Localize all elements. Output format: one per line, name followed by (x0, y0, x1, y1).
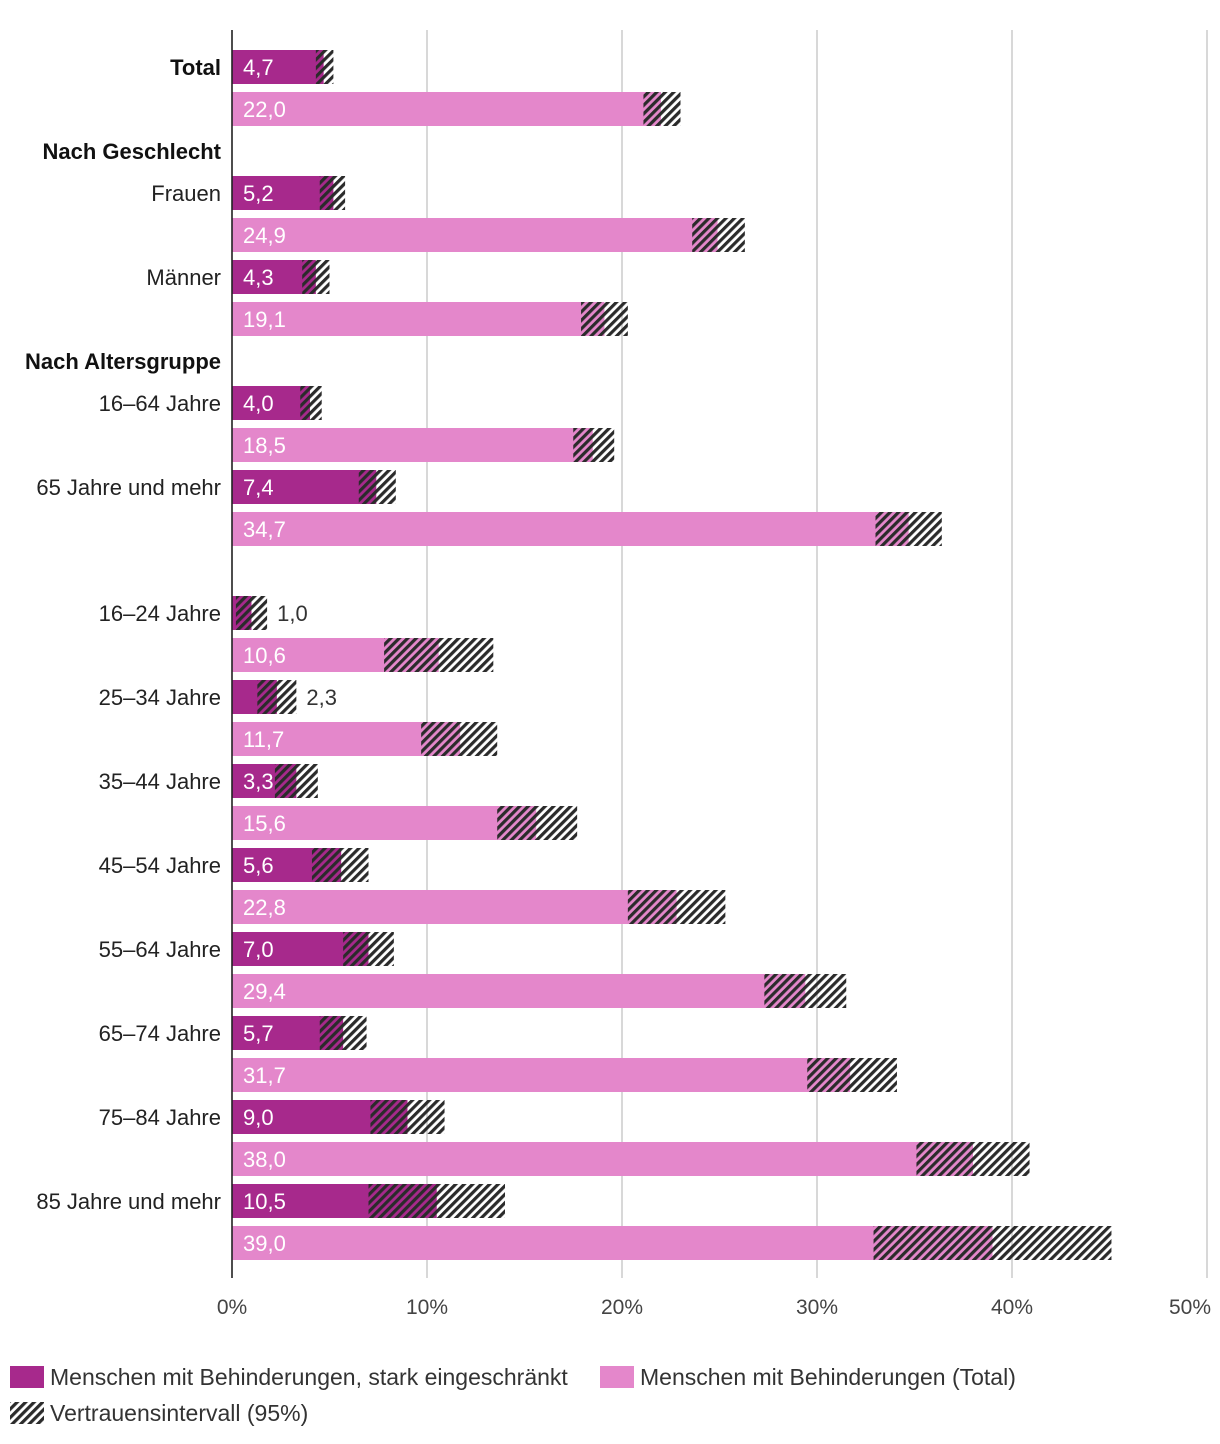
bar-total-75-84-jahre (232, 1142, 973, 1176)
value-label-total-16-24-jahre: 10,6 (243, 643, 286, 668)
bar-total-85-jahre-und-mehr (232, 1226, 993, 1260)
ci-hatch-total-16-24-jahre (384, 638, 494, 672)
ci-hatch-stark-eingeschraenkt-75-84-jahre (370, 1100, 445, 1134)
ci-hatch-stark-eingeschraenkt-25-34-jahre (257, 680, 297, 714)
confidence-intervals (235, 50, 1112, 1260)
ci-hatch-total-25-34-jahre (421, 722, 498, 756)
ci-hatch-total-35-44-jahre (497, 806, 578, 840)
ci-hatch-total-65-74-jahre (807, 1058, 897, 1092)
bar-stark-eingeschraenkt-total (232, 50, 324, 84)
value-label-stark-eingeschraenkt-frauen: 5,2 (243, 181, 274, 206)
bar-total-maenner (232, 302, 605, 336)
value-label-total-total: 22,0 (243, 97, 286, 122)
group-heading-nach-geschlecht: Nach Geschlecht (42, 139, 221, 164)
legend-swatch-stark-eingeschraenkt (10, 1366, 44, 1388)
ci-hatch-stark-eingeschraenkt-45-54-jahre (311, 848, 369, 882)
legend-label-stark-eingeschraenkt: Menschen mit Behinderungen, stark einges… (50, 1364, 568, 1390)
value-label-total-35-44-jahre: 15,6 (243, 811, 286, 836)
value-label-total-65-jahre-und-mehr: 34,7 (243, 517, 286, 542)
value-label-stark-eingeschraenkt-35-44-jahre: 3,3 (243, 769, 274, 794)
bar-total-frauen (232, 218, 718, 252)
labels: Total 4,7 22,0 Nach Geschlecht Frauen 5,2 24,9… (25, 55, 1211, 1319)
category-label-65-jahre-und-mehr: 65 Jahre und mehr (36, 475, 221, 500)
category-label-16-64-jahre: 16–64 Jahre (99, 391, 221, 416)
bar-total-35-44-jahre (232, 806, 537, 840)
x-tick-label-30: 30% (796, 1296, 838, 1319)
x-tick-label-50: 50% (1169, 1296, 1211, 1319)
category-label-45-54-jahre: 45–54 Jahre (99, 853, 221, 878)
ci-hatch-stark-eingeschraenkt-55-64-jahre (343, 932, 394, 966)
ci-hatch-stark-eingeschraenkt-total (315, 50, 334, 84)
value-label-stark-eingeschraenkt-65-jahre-und-mehr: 7,4 (243, 475, 274, 500)
ci-hatch-total-75-84-jahre (916, 1142, 1030, 1176)
ci-hatch-stark-eingeschraenkt-frauen (319, 176, 346, 210)
category-label-frauen: Frauen (151, 181, 221, 206)
ci-hatch-total-16-64-jahre (573, 428, 615, 462)
x-tick-label-10: 10% (406, 1296, 448, 1319)
value-label-total-frauen: 24,9 (243, 223, 286, 248)
ci-hatch-stark-eingeschraenkt-16-24-jahre (235, 596, 268, 630)
x-tick-label-0: 0% (217, 1296, 247, 1319)
category-label-35-44-jahre: 35–44 Jahre (99, 769, 221, 794)
bar-total-65-jahre-und-mehr (232, 512, 909, 546)
value-label-stark-eingeschraenkt-25-34-jahre: 2,3 (306, 685, 337, 710)
bar-stark-eingeschraenkt-65-jahre-und-mehr (232, 470, 377, 504)
ci-hatch-stark-eingeschraenkt-16-64-jahre (300, 386, 322, 420)
category-label-65-74-jahre: 65–74 Jahre (99, 1021, 221, 1046)
ci-hatch-stark-eingeschraenkt-85-jahre-und-mehr (368, 1184, 505, 1218)
value-label-total-55-64-jahre: 29,4 (243, 979, 286, 1004)
ci-hatch-stark-eingeschraenkt-maenner (302, 260, 330, 294)
bar-total-55-64-jahre (232, 974, 806, 1008)
value-label-total-75-84-jahre: 38,0 (243, 1147, 286, 1172)
x-tick-label-20: 20% (601, 1296, 643, 1319)
ci-hatch-total-45-54-jahre (627, 890, 726, 924)
category-label-25-34-jahre: 25–34 Jahre (99, 685, 221, 710)
bar-stark-eingeschraenkt-maenner (232, 260, 316, 294)
category-label-16-24-jahre: 16–24 Jahre (99, 601, 221, 626)
value-label-stark-eingeschraenkt-maenner: 4,3 (243, 265, 274, 290)
value-label-total-16-64-jahre: 18,5 (243, 433, 286, 458)
value-label-total-25-34-jahre: 11,7 (243, 727, 284, 752)
ci-hatch-total-maenner (581, 302, 628, 336)
ci-hatch-total-frauen (692, 218, 745, 252)
value-label-stark-eingeschraenkt-85-jahre-und-mehr: 10,5 (243, 1189, 286, 1214)
bar-total-total (232, 92, 661, 126)
bar-stark-eingeschraenkt-16-64-jahre (232, 386, 310, 420)
legend-swatch-confidence-interval (10, 1402, 44, 1424)
value-label-stark-eingeschraenkt-75-84-jahre: 9,0 (243, 1105, 274, 1130)
category-label-maenner: Männer (146, 265, 221, 290)
value-label-stark-eingeschraenkt-total: 4,7 (243, 55, 274, 80)
ci-hatch-stark-eingeschraenkt-65-74-jahre (319, 1016, 367, 1050)
legend-label-total: Menschen mit Behinderungen (Total) (640, 1364, 1016, 1390)
value-label-total-65-74-jahre: 31,7 (243, 1063, 286, 1088)
ci-hatch-total-65-jahre-und-mehr (875, 512, 942, 546)
group-heading-nach-altersgruppe: Nach Altersgruppe (25, 349, 221, 374)
category-label-55-64-jahre: 55–64 Jahre (99, 937, 221, 962)
value-label-stark-eingeschraenkt-16-24-jahre: 1,0 (277, 601, 308, 626)
bar-total-65-74-jahre (232, 1058, 851, 1092)
category-label-total: Total (170, 55, 221, 80)
legend-swatch-total (600, 1366, 634, 1388)
bar-total-45-54-jahre (232, 890, 677, 924)
ci-hatch-total-55-64-jahre (764, 974, 847, 1008)
legend-label-confidence-interval: Vertrauensintervall (95%) (50, 1400, 308, 1426)
bar-total-16-64-jahre (232, 428, 593, 462)
ci-hatch-stark-eingeschraenkt-35-44-jahre (274, 764, 318, 798)
value-label-stark-eingeschraenkt-16-64-jahre: 4,0 (243, 391, 274, 416)
value-label-total-maenner: 19,1 (243, 307, 286, 332)
x-tick-label-40: 40% (991, 1296, 1033, 1319)
ci-hatch-total-85-jahre-und-mehr (873, 1226, 1112, 1260)
value-label-total-85-jahre-und-mehr: 39,0 (243, 1231, 286, 1256)
value-label-total-45-54-jahre: 22,8 (243, 895, 286, 920)
category-label-85-jahre-und-mehr: 85 Jahre und mehr (36, 1189, 221, 1214)
value-label-stark-eingeschraenkt-65-74-jahre: 5,7 (243, 1021, 274, 1046)
category-label-75-84-jahre: 75–84 Jahre (99, 1105, 221, 1130)
legend: Menschen mit Behinderungen, stark einges… (10, 1364, 1016, 1426)
ci-hatch-total-total (643, 92, 681, 126)
value-label-stark-eingeschraenkt-45-54-jahre: 5,6 (243, 853, 274, 878)
bar-stark-eingeschraenkt-frauen (232, 176, 334, 210)
value-label-stark-eingeschraenkt-55-64-jahre: 7,0 (243, 937, 274, 962)
ci-hatch-stark-eingeschraenkt-65-jahre-und-mehr (358, 470, 396, 504)
